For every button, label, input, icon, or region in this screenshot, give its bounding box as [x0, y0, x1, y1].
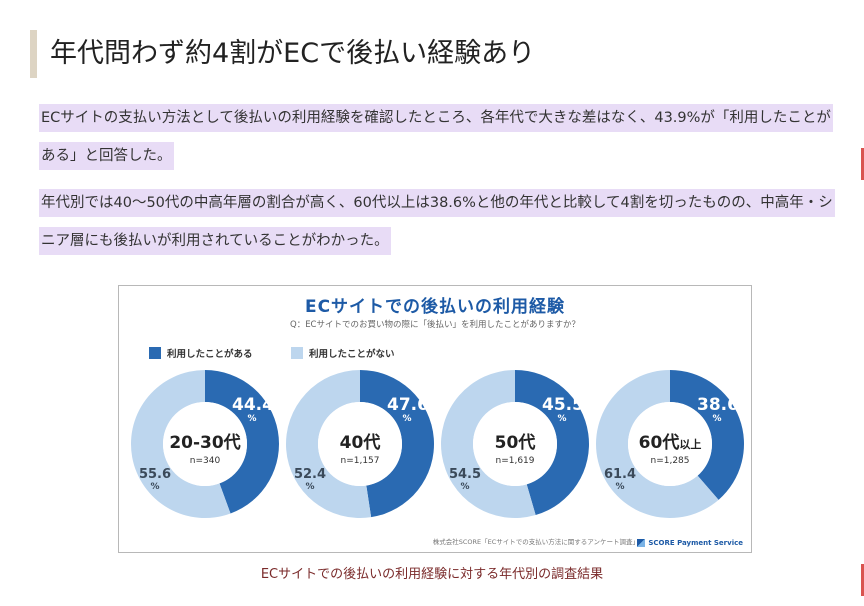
donut-svg [596, 370, 744, 518]
legend-label-not-used: 利用したことがない [309, 349, 395, 360]
legend-label-used: 利用したことがある [167, 349, 253, 360]
legend-item-used: 利用したことがある [149, 346, 253, 360]
donut-slice-not-used [441, 370, 536, 518]
donut-slice-used [205, 370, 279, 514]
donut-svg [131, 370, 279, 518]
age-group-label: 60代以上 [594, 428, 746, 453]
used-percent-label: 45.5% [542, 395, 584, 424]
donut-hole [318, 402, 402, 486]
donut-hole [163, 402, 247, 486]
used-percent-label: 38.6% [697, 395, 739, 424]
age-group-suffix: 以上 [679, 438, 702, 451]
not-used-percent-label: 52.4% [290, 467, 330, 493]
chart-title: ECサイトでの後払いの利用経験 [304, 297, 566, 317]
figure-caption: ECサイトでの後払いの利用経験に対する年代別の調査結果 [260, 567, 604, 582]
legend-swatch-used [149, 347, 161, 359]
donut-chart: 47.6% 52.4% 40代 n=1,157 [284, 368, 436, 520]
age-group-name: 20-30代 [169, 433, 241, 453]
donut-chart: 45.5% 54.5% 50代 n=1,619 [439, 368, 591, 520]
age-group-name: 40代 [339, 433, 381, 453]
legend-swatch-not-used [291, 347, 303, 359]
donut-chart: 44.4% 55.6% 20-30代 n=340 [129, 368, 281, 520]
percent-sign: % [305, 482, 315, 492]
age-group-name: 60代 [638, 433, 680, 453]
not-used-percent-label: 55.6% [135, 467, 175, 493]
score-logo-text: SCORE Payment Service [648, 539, 743, 547]
source-note: 株式会社SCORE「ECサイトでの支払い方法に関するアンケート調査」 [432, 538, 639, 546]
side-marker [861, 148, 864, 180]
age-group-label: 40代 [284, 428, 436, 453]
donut-slice-used [360, 370, 435, 518]
donut-slice-used [515, 370, 589, 516]
percent-sign: % [557, 414, 567, 424]
side-marker [861, 564, 864, 596]
chart-figure: ECサイトでの後払いの利用経験 Q：ECサイトでのお買い物の際に「後払い」を利用… [118, 285, 752, 553]
donut-svg [286, 370, 435, 518]
not-used-percent-value: 61.4 [603, 467, 637, 482]
not-used-percent-label: 61.4% [600, 467, 640, 493]
chart-question: Q：ECサイトでのお買い物の際に「後払い」を利用したことがありますか？ [290, 320, 580, 330]
sample-size-label: n=1,157 [340, 456, 380, 466]
age-group-label: 20-30代 [129, 428, 281, 453]
donut-hole [628, 402, 712, 486]
section-heading: 年代問わず約4割がECで後払い経験あり [30, 30, 860, 78]
paragraph-2: 年代別では40～50代の中高年層の割合が高く、60代以上は38.6%と他の年代と… [39, 184, 839, 260]
donut-slice-used [670, 370, 744, 500]
not-used-percent-value: 54.5 [448, 467, 482, 482]
not-used-percent-label: 54.5% [445, 467, 485, 493]
used-percent-value: 47.6 [387, 395, 429, 415]
donut-slice-not-used [131, 370, 231, 518]
percent-sign: % [460, 482, 470, 492]
paragraph-1: ECサイトの支払い方法として後払いの利用経験を確認したところ、各年代で大きな差は… [39, 99, 839, 175]
used-percent-label: 47.6% [387, 395, 429, 424]
used-percent-value: 44.4 [232, 395, 274, 415]
percent-sign: % [247, 414, 257, 424]
percent-sign: % [615, 482, 625, 492]
sample-size-label: n=1,285 [650, 456, 690, 466]
score-logo: SCORE Payment Service [637, 539, 743, 547]
age-group-label: 50代 [439, 428, 591, 453]
sample-size-label: n=340 [189, 456, 221, 466]
donut-svg [441, 370, 589, 518]
paragraph-2-text: 年代別では40～50代の中高年層の割合が高く、60代以上は38.6%と他の年代と… [39, 189, 835, 255]
donut-hole [473, 402, 557, 486]
score-logo-icon [637, 539, 646, 547]
age-group-name: 50代 [494, 433, 536, 453]
percent-sign: % [150, 482, 160, 492]
percent-sign: % [402, 414, 412, 424]
donut-slice-not-used [286, 370, 372, 518]
donut-slice-not-used [596, 370, 719, 518]
used-percent-value: 45.5 [542, 395, 584, 415]
not-used-percent-value: 55.6 [138, 467, 172, 482]
donut-chart: 38.6% 61.4% 60代以上 n=1,285 [594, 368, 746, 520]
used-percent-value: 38.6 [697, 395, 739, 415]
legend-item-not-used: 利用したことがない [291, 346, 395, 360]
percent-sign: % [712, 414, 722, 424]
paragraph-1-text: ECサイトの支払い方法として後払いの利用経験を確認したところ、各年代で大きな差は… [39, 104, 833, 170]
used-percent-label: 44.4% [232, 395, 274, 424]
sample-size-label: n=1,619 [495, 456, 535, 466]
not-used-percent-value: 52.4 [293, 467, 327, 482]
